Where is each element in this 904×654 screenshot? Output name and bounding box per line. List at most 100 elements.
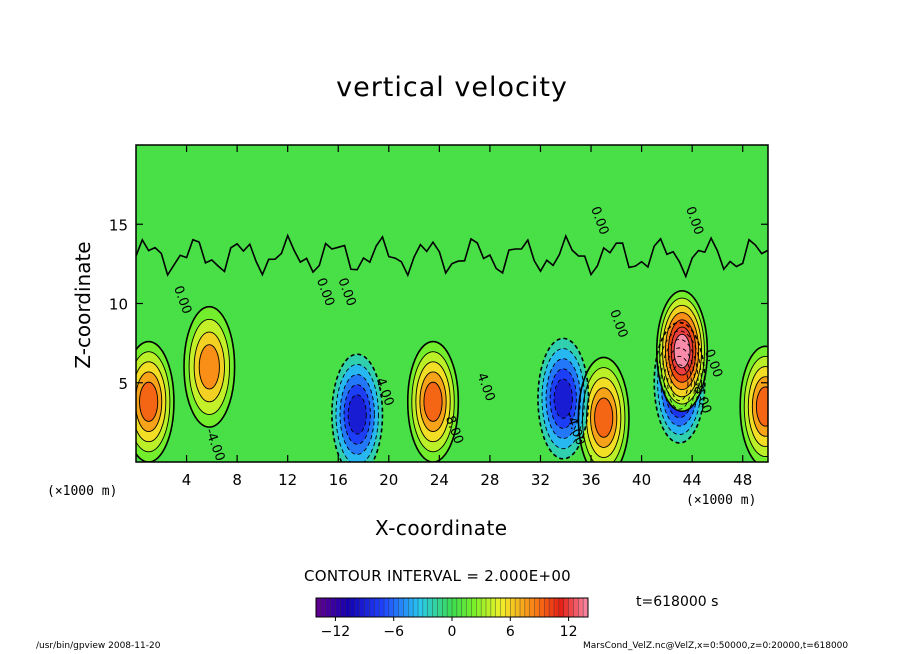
colorbar-segment xyxy=(539,598,545,617)
colorbar-segment xyxy=(422,598,429,617)
contour-ring-5-1 xyxy=(347,394,367,435)
y-tick-label: 15 xyxy=(109,216,128,234)
x-tick-label: 4 xyxy=(182,471,192,489)
colorbar-segment xyxy=(452,598,458,617)
footer-source: MarsCond_VelZ.nc@VelZ,x=0:50000,z=0:2000… xyxy=(583,641,849,651)
colorbar-segment xyxy=(510,598,516,617)
x-axis-unit-left: (×1000 m) xyxy=(47,484,118,499)
contour-ring-8-6 xyxy=(659,297,705,405)
colorbar-tick-label: 6 xyxy=(506,624,515,640)
y-ticks: 5 10 15 xyxy=(109,216,768,393)
field-level-6-1 xyxy=(554,378,573,419)
zero-contour-upper xyxy=(136,233,768,279)
colorbar-segment xyxy=(413,598,419,617)
contour-ring-0-1 xyxy=(198,344,220,390)
colorbar-segment xyxy=(330,598,336,617)
contour-ring-4-1 xyxy=(755,386,768,427)
field-level-1-1 xyxy=(139,382,158,422)
colorbar-segment xyxy=(345,598,351,617)
x-ticks: 4 8 12 16 20 24 28 32 36 40 44 48 xyxy=(182,145,752,489)
contour-ring-3-4 xyxy=(582,367,626,462)
contour-ring-0-2 xyxy=(193,331,225,403)
contour-ring-7-3 xyxy=(663,347,696,419)
colorbar-segment xyxy=(529,598,535,617)
x-tick-label: 48 xyxy=(733,471,752,489)
colorbar-segment xyxy=(384,598,390,617)
contour-ring-7-6 xyxy=(653,321,706,444)
contour-ring-1-2 xyxy=(136,371,163,433)
x-tick-label: 36 xyxy=(581,471,600,489)
contour-ring-5-3 xyxy=(339,374,375,455)
colorbar-segment xyxy=(427,598,433,617)
colorbar-segment xyxy=(495,598,501,617)
colorbar-segment xyxy=(418,598,424,617)
y-tick-label: 5 xyxy=(118,375,128,393)
colorbar-segment xyxy=(583,598,589,617)
colorbar-segment xyxy=(359,598,365,617)
colorbar-segment xyxy=(354,598,361,617)
colorbar-segment xyxy=(447,598,453,617)
colorbar-segment xyxy=(398,598,404,617)
colorbar-segment xyxy=(432,598,438,617)
contour-ring-5-2 xyxy=(343,384,371,445)
colorbar-segment xyxy=(476,598,482,617)
colorbar-segment xyxy=(544,598,550,617)
contour-layer xyxy=(136,233,768,462)
field-level-3-1 xyxy=(594,397,613,438)
contour-interval-label: CONTOUR INTERVAL = 2.000E+00 xyxy=(304,567,572,585)
field-level-4-1 xyxy=(756,386,768,427)
contour-ring-8-2 xyxy=(670,326,694,376)
colorbar-segment xyxy=(549,598,555,617)
x-axis-unit-right: (×1000 m) xyxy=(686,493,757,508)
contour-ring-2-1 xyxy=(423,381,443,422)
colorbar-tick-label: 0 xyxy=(448,624,457,640)
colorbar: −12 −6 0 6 12 xyxy=(315,597,589,640)
colorbar-segment xyxy=(490,598,497,617)
contour-ring-5-5 xyxy=(331,353,384,462)
colorbar-segment xyxy=(481,598,487,617)
contour-ring-7-5 xyxy=(657,330,702,435)
colorbar-segment xyxy=(364,598,370,617)
colorbar-segment xyxy=(578,598,584,617)
contour-ring-2-3 xyxy=(415,361,451,443)
contour-ring-8-1 xyxy=(673,333,691,369)
colorbar-segment xyxy=(369,598,375,617)
contour-ring-1-4 xyxy=(136,351,171,453)
x-tick-label: 24 xyxy=(430,471,449,489)
colorbar-segment xyxy=(442,598,448,617)
contour-ring-6-3 xyxy=(545,358,581,439)
colorbar-segment xyxy=(320,598,327,617)
contour-ring-6-5 xyxy=(537,337,590,460)
field-layer xyxy=(136,145,768,462)
colorbar-segment xyxy=(471,598,477,617)
contour-ring-8-3 xyxy=(667,319,697,383)
contour-ring-1-1 xyxy=(139,381,159,422)
contour-ring-4-4 xyxy=(743,356,768,458)
x-tick-label: 44 xyxy=(683,471,702,489)
contour-ring-6-1 xyxy=(553,378,573,419)
colorbar-segment xyxy=(403,598,409,617)
colorbar-tick-label: −6 xyxy=(383,624,404,640)
footer-command: /usr/bin/gpview 2008-11-20 xyxy=(36,641,161,651)
colorbar-segment xyxy=(335,598,341,617)
colorbar-segment xyxy=(573,598,579,617)
colorbar-segment xyxy=(408,598,414,617)
contour-ring-3-2 xyxy=(590,387,618,448)
contour-ring-3-1 xyxy=(594,397,614,438)
contour-ring-3-3 xyxy=(586,377,622,459)
colorbar-segment xyxy=(456,598,463,617)
x-tick-label: 12 xyxy=(278,471,297,489)
colorbar-segment xyxy=(520,598,526,617)
colorbar-segment xyxy=(558,598,565,617)
y-tick-label: 10 xyxy=(109,296,128,314)
contour-ring-0-3 xyxy=(188,318,230,415)
colorbar-segment xyxy=(340,598,346,617)
chart-title: vertical velocity xyxy=(336,72,568,103)
colorbar-segment xyxy=(515,598,521,617)
x-tick-label: 28 xyxy=(480,471,499,489)
contour-ring-7-1 xyxy=(670,364,689,402)
contour-ring-8-4 xyxy=(664,312,700,390)
field-level-8-1 xyxy=(674,334,690,368)
colorbar-segment xyxy=(393,598,399,617)
